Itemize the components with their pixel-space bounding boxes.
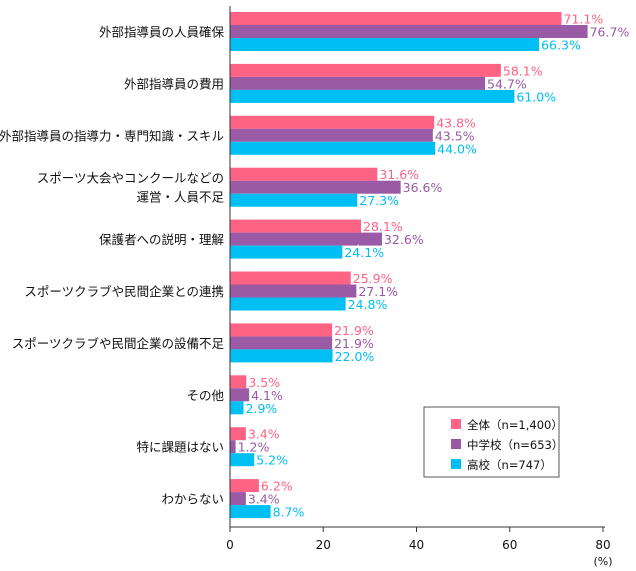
bar-1 (230, 180, 401, 194)
data-label: 4.1% (251, 388, 283, 403)
data-label: 43.5% (435, 128, 475, 143)
bar-0 (230, 479, 259, 493)
bar-2 (230, 38, 540, 51)
bar-2 (230, 349, 333, 363)
bar-2 (230, 401, 244, 415)
data-label: 21.9% (334, 323, 374, 338)
data-label: 28.1% (363, 219, 403, 234)
bar-2 (230, 453, 255, 467)
x-unit-label: (%) (593, 555, 612, 568)
legend-swatch (451, 439, 461, 449)
data-label: 32.6% (384, 232, 424, 247)
data-label: 21.9% (334, 336, 374, 351)
bar-2 (230, 141, 436, 155)
bar-1 (230, 76, 486, 90)
legend-swatch (451, 459, 461, 469)
data-label: 2.9% (246, 401, 278, 416)
data-label: 3.5% (248, 375, 280, 390)
bar-2 (230, 505, 271, 519)
bar-0 (230, 375, 247, 389)
data-label: 36.6% (403, 180, 443, 195)
bar-1 (230, 440, 236, 454)
bar-2 (230, 89, 515, 103)
category-label: スポーツ大会やコンクールなどの (37, 171, 224, 186)
bar-1 (230, 284, 357, 298)
x-tick-label: 0 (226, 538, 234, 552)
bar-1 (230, 388, 250, 402)
bar-0 (230, 63, 501, 77)
bar-1 (230, 336, 333, 350)
bar-0 (230, 115, 435, 129)
legend-label: 中学校（n=653） (467, 438, 563, 452)
bar-0 (230, 271, 351, 285)
bar-2 (230, 193, 358, 207)
data-label: 76.7% (590, 25, 630, 40)
category-label: その他 (186, 388, 224, 403)
data-label: 24.1% (344, 245, 384, 260)
data-label: 27.3% (359, 193, 399, 208)
bar-2 (230, 245, 343, 259)
bar-0 (230, 12, 562, 25)
bar-1 (230, 492, 246, 506)
legend-label: 全体（n=1,400） (467, 418, 563, 432)
x-tick-label: 60 (502, 538, 517, 552)
data-label: 43.8% (436, 115, 476, 130)
data-label: 3.4% (248, 427, 280, 442)
data-label: 22.0% (335, 349, 375, 364)
data-label: 3.4% (248, 492, 280, 507)
legend-box (423, 406, 560, 478)
bar-0 (230, 323, 333, 337)
category-label: 保護者への説明・理解 (99, 232, 224, 247)
data-label: 1.2% (238, 440, 270, 455)
bar-1 (230, 232, 382, 246)
data-label: 24.8% (348, 297, 388, 312)
bar-2 (230, 297, 346, 311)
legend-swatch (451, 419, 461, 429)
category-label: 外部指導員の費用 (124, 76, 224, 91)
bar-1 (230, 25, 588, 38)
data-label: 6.2% (261, 479, 293, 494)
bar-0 (230, 427, 246, 441)
bar-1 (230, 128, 433, 142)
category-label: 外部指導員の指導力・専門知識・スキル (0, 128, 224, 143)
data-label: 44.0% (437, 141, 477, 156)
category-label: スポーツクラブや民間企業の設備不足 (12, 336, 225, 351)
category-label: 特に課題はない (136, 440, 224, 455)
bar-0 (230, 219, 362, 233)
legend-label: 高校（n=747） (467, 458, 552, 472)
data-label: 58.1% (503, 63, 543, 78)
category-label: スポーツクラブや民間企業との連携 (24, 284, 224, 299)
data-label: 5.2% (256, 453, 288, 468)
x-tick-label: 80 (595, 538, 610, 552)
data-label: 71.1% (564, 12, 604, 27)
category-label: 運営・人員不足 (136, 190, 224, 205)
bar-0 (230, 167, 378, 181)
data-label: 27.1% (358, 284, 398, 299)
x-tick-label: 40 (409, 538, 424, 552)
data-label: 25.9% (353, 271, 393, 286)
category-label: わからない (161, 492, 224, 507)
x-tick-label: 20 (316, 538, 331, 552)
category-label: 外部指導員の人員確保 (99, 25, 225, 40)
data-label: 61.0% (516, 89, 556, 104)
data-label: 54.7% (487, 76, 527, 91)
data-label: 8.7% (273, 505, 305, 520)
data-label: 31.6% (379, 167, 419, 182)
data-label: 66.3% (541, 38, 581, 53)
